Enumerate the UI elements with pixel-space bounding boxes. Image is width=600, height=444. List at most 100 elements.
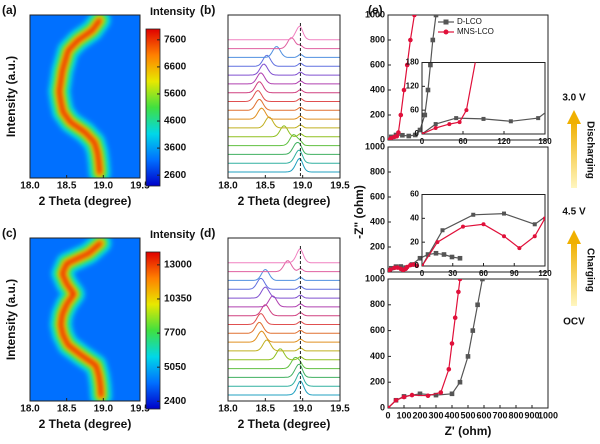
point bbox=[388, 405, 391, 408]
colorbar-tick-label: 13000 bbox=[164, 260, 192, 271]
point bbox=[412, 132, 418, 138]
point bbox=[475, 302, 480, 308]
x-tick-label: 300 bbox=[428, 410, 443, 420]
x-tick-label: 0 bbox=[385, 410, 390, 420]
x-axis-label: 2 Theta (degree) bbox=[238, 417, 331, 431]
point bbox=[471, 212, 476, 217]
point bbox=[406, 133, 412, 139]
x-tick-label: 19.0 bbox=[293, 404, 313, 415]
point bbox=[394, 133, 400, 139]
plot-area bbox=[388, 15, 439, 140]
frame bbox=[29, 14, 141, 179]
y-tick-label: 0 bbox=[415, 129, 420, 138]
y-tick-label: 1000 bbox=[365, 9, 385, 19]
point bbox=[401, 394, 407, 400]
y-tick-label: 200 bbox=[370, 241, 385, 251]
x-tick-label: 30 bbox=[448, 269, 457, 278]
point bbox=[557, 100, 561, 104]
point bbox=[417, 127, 423, 133]
point bbox=[425, 87, 431, 93]
panel-label: (b) bbox=[200, 3, 215, 17]
side-label: OCV bbox=[563, 317, 585, 328]
point bbox=[430, 37, 436, 43]
xrd-curve bbox=[228, 371, 340, 387]
point bbox=[517, 246, 522, 251]
frame bbox=[421, 62, 546, 135]
heatmap-ridge bbox=[59, 241, 103, 398]
panel-label: (d) bbox=[200, 226, 215, 240]
legend-label: MNS-LCO bbox=[457, 27, 494, 36]
frame bbox=[387, 278, 549, 409]
x-tick-label: 19.5 bbox=[130, 181, 150, 192]
x-tick-label: 18.5 bbox=[256, 181, 276, 192]
y-tick-label: 0 bbox=[380, 402, 385, 412]
y-tick-label: 600 bbox=[370, 191, 385, 201]
panel-label: (c) bbox=[2, 226, 17, 240]
point bbox=[433, 15, 439, 18]
xrd-curve bbox=[228, 348, 340, 361]
colorbar bbox=[145, 28, 161, 187]
y-tick-label: 20 bbox=[410, 237, 419, 246]
panel-label: (e) bbox=[368, 3, 383, 17]
panel-label: (a) bbox=[2, 3, 17, 17]
frame bbox=[387, 14, 549, 141]
point bbox=[404, 62, 410, 68]
y-tick-label: 60 bbox=[410, 105, 419, 114]
y-axis-label: Intensity (a.u.) bbox=[4, 279, 18, 360]
point bbox=[481, 116, 486, 121]
colorbar-tick-label: 2400 bbox=[164, 396, 187, 407]
plot-area bbox=[422, 53, 581, 134]
frame bbox=[421, 194, 546, 267]
x-tick-label: 60 bbox=[479, 269, 488, 278]
xrd-curve bbox=[228, 295, 340, 308]
x-tick-label: 500 bbox=[460, 410, 475, 420]
point bbox=[422, 112, 428, 118]
x-tick-label: 1000 bbox=[538, 410, 558, 420]
y-tick-label: 600 bbox=[370, 59, 385, 69]
x-tick-label: 100 bbox=[396, 410, 411, 420]
series-line bbox=[388, 279, 483, 408]
point bbox=[417, 255, 423, 261]
heatmap bbox=[30, 238, 140, 401]
point bbox=[422, 132, 424, 134]
xrd-curve bbox=[228, 72, 340, 85]
x-tick-label: 120 bbox=[538, 269, 552, 278]
frame bbox=[29, 237, 141, 402]
point bbox=[414, 263, 420, 269]
x-tick-label: 18.0 bbox=[20, 404, 40, 415]
point bbox=[401, 87, 407, 93]
x-tick-label: 18.0 bbox=[218, 181, 238, 192]
y-tick-label: 0 bbox=[380, 134, 385, 144]
frame bbox=[227, 237, 341, 402]
point bbox=[449, 341, 455, 346]
point bbox=[440, 228, 445, 233]
point bbox=[480, 279, 485, 282]
point bbox=[577, 53, 581, 57]
x-tick-label: 120 bbox=[497, 137, 511, 146]
point bbox=[433, 126, 438, 131]
point bbox=[543, 216, 545, 221]
x-tick-label: 0 bbox=[420, 137, 425, 146]
xrd-curve bbox=[228, 330, 340, 343]
point bbox=[398, 112, 404, 118]
x-tick-label: 180 bbox=[538, 137, 552, 146]
y-tick-label: 0 bbox=[380, 266, 385, 276]
point bbox=[456, 289, 461, 295]
colorbar-tick-label: 7700 bbox=[164, 328, 187, 339]
series-line bbox=[388, 15, 415, 140]
y-axis-label: Intensity (a.u.) bbox=[4, 56, 18, 137]
point bbox=[457, 379, 463, 385]
point bbox=[409, 392, 415, 398]
x-tick-label: 19.0 bbox=[94, 404, 114, 415]
xrd-curve bbox=[228, 81, 340, 94]
point bbox=[449, 254, 455, 260]
point bbox=[447, 122, 452, 127]
point bbox=[481, 222, 486, 227]
point bbox=[396, 130, 401, 135]
xrd-curve bbox=[228, 286, 340, 299]
y-tick-label: 1000 bbox=[365, 273, 385, 283]
x-axis-label: 2 Theta (degree) bbox=[238, 194, 331, 208]
x-tick-label: 90 bbox=[510, 269, 519, 278]
x-axis-label: 2 Theta (degree) bbox=[39, 417, 132, 431]
x-tick-label: 19.0 bbox=[293, 181, 313, 192]
